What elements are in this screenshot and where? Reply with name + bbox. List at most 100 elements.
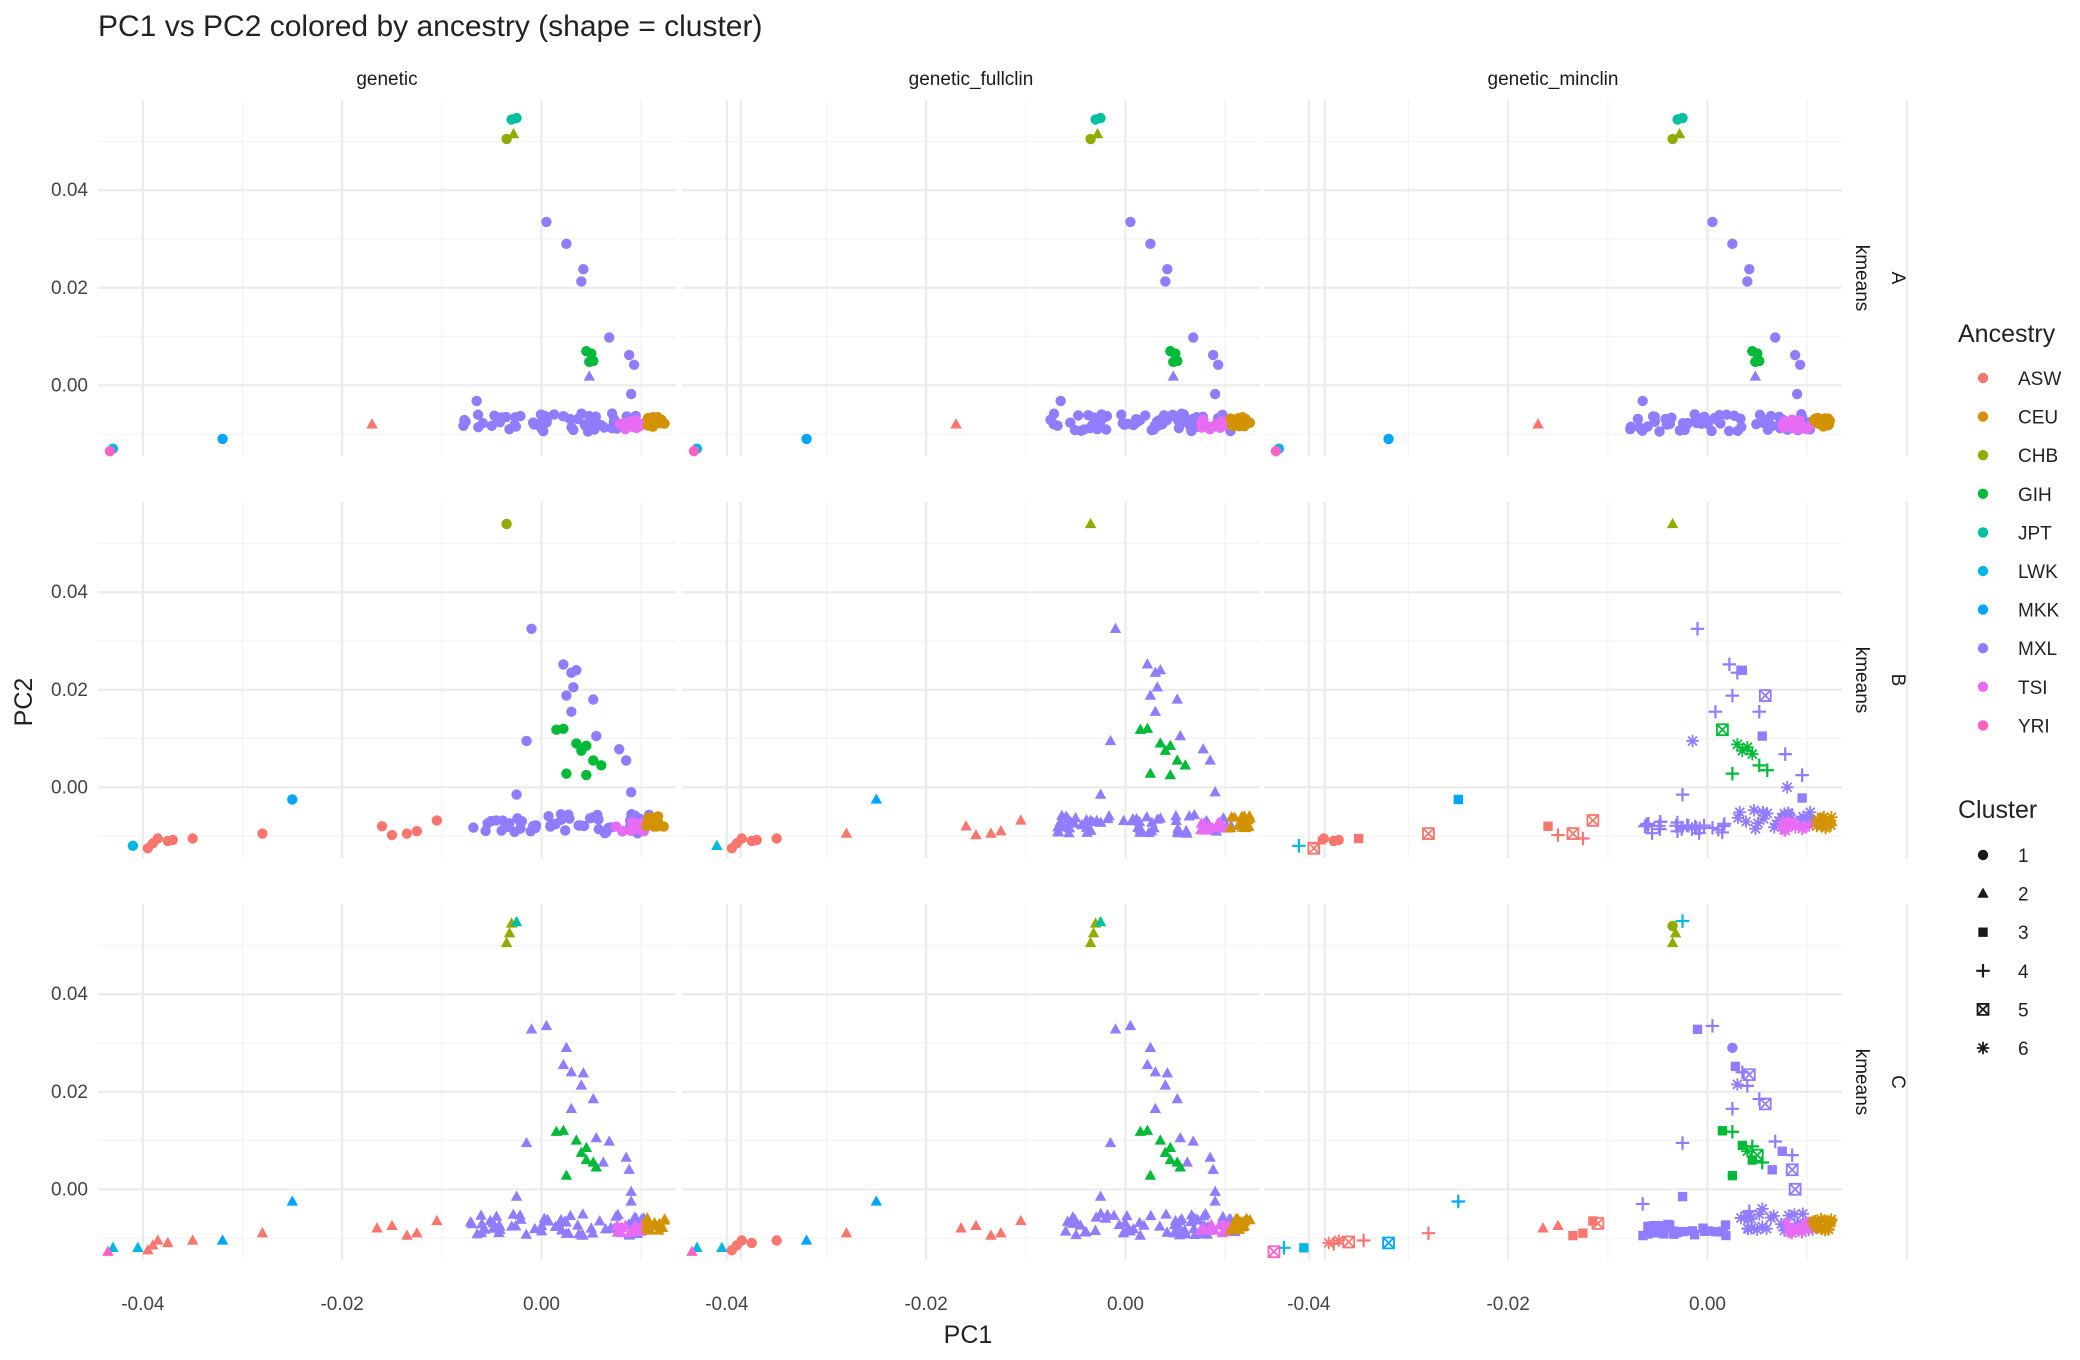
data-point: [1159, 1079, 1172, 1090]
x-axis-title: PC1: [944, 1321, 993, 1349]
legend-item-ancestry: YRI: [1977, 716, 2050, 737]
data-point: [625, 388, 637, 400]
data-point: [659, 418, 670, 429]
data-point: [1586, 814, 1600, 827]
data-point: [1167, 409, 1178, 421]
data-point: [634, 420, 646, 432]
data-point: [464, 1216, 477, 1227]
data-point: [1188, 808, 1201, 820]
data-point: [1543, 821, 1553, 831]
data-point: [1382, 1236, 1395, 1250]
legend-label: GIH: [2018, 485, 2052, 506]
data-point: [1224, 822, 1237, 833]
data-point: [1209, 388, 1221, 400]
data-point: [1091, 128, 1104, 139]
data-point: [1725, 766, 1740, 781]
data-point: [1154, 737, 1167, 748]
data-point: [646, 413, 658, 424]
data-point: [1095, 112, 1106, 124]
data-point: [1292, 839, 1306, 853]
y-tick-label: 0.00: [51, 777, 88, 798]
data-point: [557, 1058, 570, 1070]
data-point: [529, 1222, 541, 1234]
data-point: [960, 820, 972, 831]
data-point: [1674, 425, 1686, 436]
data-point: [1635, 1197, 1650, 1211]
data-point: [1746, 747, 1759, 761]
data-point: [587, 1092, 600, 1104]
legend-label: 3: [2018, 923, 2029, 944]
data-point: [1625, 421, 1637, 432]
data-point: [1823, 817, 1837, 830]
data-point: [1240, 1214, 1252, 1225]
data-point: [1692, 1024, 1703, 1035]
data-point: [1171, 1092, 1184, 1104]
data-point: [1723, 425, 1735, 437]
data-point: [1084, 517, 1097, 529]
axis-ticks: 0.00 0.02 0.04 0.00 0.02 0.04 0.00 0.02 0.04 -0.0…: [51, 180, 1726, 1315]
y-tick-label: 0.04: [51, 984, 88, 1005]
data-point: [1756, 1202, 1769, 1216]
data-point: [1148, 424, 1159, 435]
data-point: [1795, 768, 1809, 782]
y-tick-label: 0.02: [51, 680, 88, 701]
data-point: [1791, 388, 1803, 400]
data-point: [1204, 1151, 1216, 1162]
legend-swatch: [1978, 927, 1988, 937]
data-point: [1576, 831, 1590, 846]
data-point: [1749, 822, 1762, 835]
data-point: [542, 411, 553, 423]
data-point: [1144, 767, 1157, 778]
facet-col-label: genetic_fullclin: [909, 69, 1034, 90]
data-point: [530, 820, 542, 831]
data-point: [287, 794, 298, 805]
legend-swatch: [1977, 411, 1989, 422]
data-point: [1383, 433, 1394, 445]
data-point: [1632, 413, 1644, 425]
data-point: [564, 413, 576, 425]
data-point: [1757, 812, 1770, 825]
data-point: [1721, 409, 1732, 420]
facet-row-label: C: [1887, 1075, 1908, 1089]
data-point: [1803, 806, 1817, 819]
data-point: [1754, 355, 1765, 367]
data-point: [1108, 1209, 1120, 1220]
data-point: [1164, 1141, 1177, 1152]
data-point: [1179, 759, 1191, 770]
legend-label: YRI: [2018, 716, 2050, 737]
data-point: [1687, 1226, 1698, 1236]
data-point: [1204, 754, 1216, 765]
data-point: [659, 1213, 671, 1224]
data-point: [1160, 1208, 1172, 1219]
data-point: [1170, 809, 1182, 821]
data-point: [1154, 1220, 1166, 1231]
data-point: [1174, 1161, 1187, 1172]
legend-swatch: [1977, 720, 1989, 731]
x-tick-label: -0.04: [705, 1294, 749, 1315]
data-point: [1551, 828, 1565, 842]
data-point: [1658, 1221, 1668, 1232]
data-point: [1113, 1218, 1126, 1230]
data-point: [1821, 1222, 1835, 1236]
data-point: [1793, 813, 1807, 827]
data-point: [1104, 734, 1117, 746]
facet-col-label: genetic_minclin: [1488, 69, 1619, 90]
data-point: [1669, 927, 1682, 938]
facet-col-label: genetic: [356, 69, 417, 90]
data-point: [1109, 622, 1122, 633]
data-point: [511, 112, 522, 124]
data-point: [1787, 816, 1800, 830]
panel-A-genetic_minclin: [1264, 100, 1908, 456]
data-point: [1692, 826, 1706, 840]
data-point: [1742, 276, 1753, 287]
data-point: [1707, 216, 1718, 228]
data-point: [1796, 1207, 1810, 1221]
y-tick-label: 0.04: [51, 582, 88, 603]
data-point: [1084, 936, 1097, 948]
data-point: [1197, 743, 1209, 754]
data-point: [570, 1134, 583, 1145]
legend-swatch: [1976, 964, 1990, 978]
data-point: [633, 1225, 646, 1236]
data-point: [1785, 1148, 1799, 1162]
data-point: [1089, 1224, 1102, 1235]
